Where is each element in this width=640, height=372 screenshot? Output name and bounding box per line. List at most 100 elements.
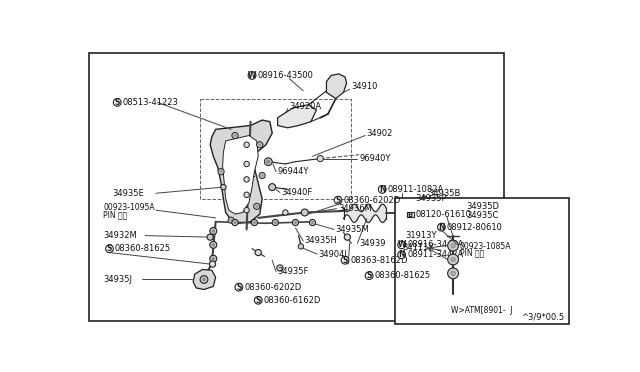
Text: 08911-1082A: 08911-1082A	[388, 185, 444, 194]
Text: 00923-1095A: 00923-1095A	[103, 203, 155, 212]
Text: 34935C: 34935C	[466, 211, 499, 220]
Polygon shape	[418, 205, 433, 223]
Circle shape	[269, 184, 276, 190]
Circle shape	[202, 278, 205, 281]
Circle shape	[209, 261, 216, 267]
Circle shape	[421, 196, 427, 201]
Circle shape	[410, 209, 417, 217]
Bar	[395, 198, 568, 324]
Text: S: S	[107, 244, 112, 253]
Text: 08360-6202D: 08360-6202D	[244, 283, 301, 292]
Circle shape	[311, 221, 314, 224]
Circle shape	[212, 257, 214, 260]
Circle shape	[458, 215, 462, 219]
Circle shape	[430, 210, 435, 215]
Text: 34940F: 34940F	[282, 188, 313, 197]
Text: 08360-81625: 08360-81625	[115, 244, 171, 253]
Text: 34910: 34910	[351, 83, 378, 92]
Circle shape	[397, 251, 406, 259]
Circle shape	[232, 219, 238, 225]
Text: S: S	[236, 283, 241, 292]
Circle shape	[458, 208, 462, 212]
Circle shape	[451, 257, 456, 262]
Text: 34935J: 34935J	[103, 275, 132, 284]
Text: 34904J: 34904J	[319, 250, 348, 259]
Text: 08513-41223: 08513-41223	[123, 98, 179, 107]
Circle shape	[451, 271, 456, 276]
Text: 34902: 34902	[367, 129, 393, 138]
Circle shape	[432, 212, 433, 214]
Circle shape	[378, 186, 386, 193]
Circle shape	[252, 219, 257, 225]
Polygon shape	[223, 135, 259, 214]
Circle shape	[210, 241, 217, 248]
Circle shape	[106, 245, 113, 253]
Text: N: N	[398, 250, 405, 259]
Bar	[89, 53, 504, 321]
Text: 34935M: 34935M	[336, 225, 369, 234]
Text: 34111X: 34111X	[403, 243, 435, 253]
Circle shape	[418, 232, 424, 238]
Circle shape	[255, 205, 258, 208]
Text: 31913Y: 31913Y	[406, 231, 437, 240]
Text: S: S	[115, 98, 120, 107]
Text: 08360-6202D: 08360-6202D	[344, 196, 401, 205]
Circle shape	[261, 174, 263, 177]
Text: 34935H: 34935H	[305, 237, 338, 246]
Text: 34936M: 34936M	[338, 204, 372, 213]
Circle shape	[210, 255, 217, 262]
Circle shape	[267, 160, 270, 163]
Circle shape	[248, 71, 256, 79]
Text: S: S	[366, 271, 372, 280]
Text: 08911-3442A: 08911-3442A	[407, 250, 463, 259]
Circle shape	[218, 169, 224, 175]
Text: W: W	[248, 71, 256, 80]
Circle shape	[244, 161, 250, 167]
Text: ^3/9*00.5: ^3/9*00.5	[521, 313, 564, 322]
Circle shape	[442, 213, 444, 215]
Text: 00923-1085A: 00923-1085A	[460, 242, 511, 251]
Circle shape	[232, 132, 238, 139]
Circle shape	[264, 158, 272, 166]
Circle shape	[451, 243, 456, 248]
Circle shape	[298, 244, 303, 249]
Circle shape	[257, 142, 263, 148]
Polygon shape	[429, 206, 451, 226]
Circle shape	[253, 221, 255, 224]
Circle shape	[244, 208, 250, 213]
Polygon shape	[326, 74, 347, 99]
Text: S: S	[342, 256, 348, 265]
Circle shape	[259, 173, 265, 179]
Circle shape	[254, 296, 262, 304]
Text: 96944Y: 96944Y	[278, 167, 309, 176]
Circle shape	[447, 254, 458, 265]
Circle shape	[210, 228, 217, 234]
Text: 08363-8162D: 08363-8162D	[351, 256, 408, 265]
Circle shape	[212, 230, 214, 232]
Circle shape	[244, 142, 250, 147]
Polygon shape	[193, 269, 216, 289]
Text: 34932M: 34932M	[103, 231, 137, 240]
Circle shape	[221, 185, 226, 190]
Circle shape	[397, 241, 406, 249]
Text: PIN ピン: PIN ピン	[460, 249, 484, 258]
Text: 34935P: 34935P	[415, 194, 447, 203]
Text: 96940Y: 96940Y	[359, 154, 390, 163]
Text: W>ATM[8901-  J: W>ATM[8901- J	[451, 305, 513, 315]
Circle shape	[212, 243, 214, 246]
Circle shape	[200, 276, 208, 283]
Circle shape	[294, 221, 296, 224]
Text: W: W	[397, 240, 406, 249]
Text: 34939: 34939	[359, 239, 385, 248]
Circle shape	[463, 210, 468, 215]
Text: 08916-43500: 08916-43500	[257, 71, 314, 80]
Circle shape	[253, 203, 260, 209]
Circle shape	[255, 250, 261, 256]
Circle shape	[235, 283, 243, 291]
Circle shape	[301, 209, 308, 216]
Circle shape	[283, 210, 288, 215]
Circle shape	[230, 219, 232, 221]
Circle shape	[334, 196, 342, 204]
Bar	[408, 212, 413, 217]
Text: S: S	[255, 296, 261, 305]
